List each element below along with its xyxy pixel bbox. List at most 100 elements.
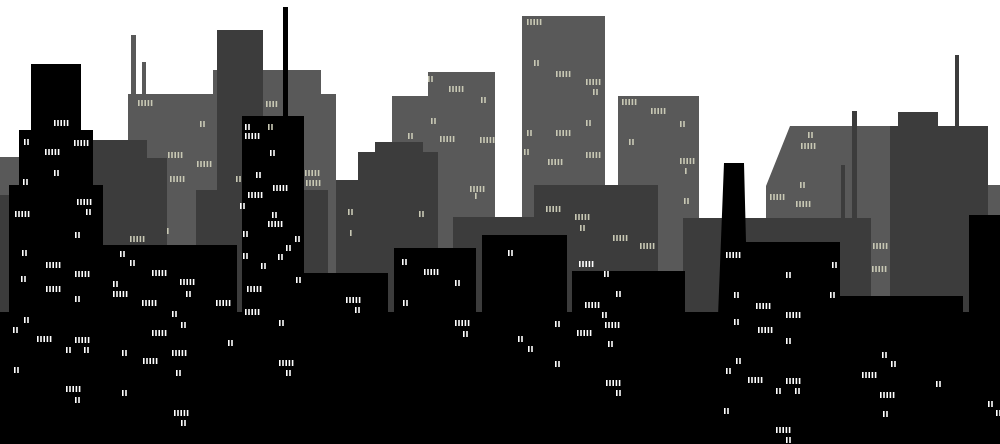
- window-light: [248, 124, 250, 130]
- window-light: [602, 312, 604, 318]
- window-light: [548, 159, 550, 165]
- window-light: [305, 170, 307, 176]
- window-light: [549, 206, 551, 212]
- window-light: [285, 185, 288, 191]
- window-light: [15, 211, 17, 217]
- window-light: [533, 19, 535, 25]
- window-light: [184, 350, 187, 356]
- window-light: [246, 253, 248, 259]
- window-light: [89, 209, 91, 215]
- window-light: [779, 194, 782, 200]
- window-light: [591, 302, 593, 308]
- window-light: [178, 350, 180, 356]
- window-light: [209, 161, 212, 167]
- window-light: [592, 79, 594, 85]
- window-light: [608, 322, 610, 328]
- window-light: [75, 271, 77, 277]
- window-light: [120, 251, 122, 257]
- window-light: [269, 101, 271, 107]
- window-light: [988, 401, 990, 407]
- window-light: [651, 108, 653, 114]
- window-light: [779, 388, 781, 394]
- window-light: [565, 130, 568, 136]
- window-light: [138, 100, 140, 106]
- near-windows-layer: [13, 120, 1000, 443]
- window-light: [177, 152, 180, 158]
- window-light: [615, 380, 618, 386]
- window-light: [174, 152, 176, 158]
- window-light: [939, 381, 941, 387]
- window-light: [789, 437, 791, 443]
- window-light: [862, 372, 864, 378]
- window-light: [158, 270, 160, 276]
- window-light: [250, 286, 252, 292]
- window-light: [807, 143, 809, 149]
- window-light: [43, 336, 45, 342]
- window-light: [583, 330, 585, 336]
- window-light: [277, 221, 280, 227]
- window-light: [408, 133, 410, 139]
- window-light: [113, 281, 115, 287]
- window-light: [83, 140, 86, 146]
- window-light: [568, 130, 571, 136]
- window-light: [358, 297, 361, 303]
- window-light: [164, 330, 167, 336]
- window-light: [280, 221, 283, 227]
- window-light: [282, 185, 285, 191]
- window-light: [773, 194, 775, 200]
- window-light: [537, 60, 539, 66]
- window-light: [589, 152, 591, 158]
- window-light: [23, 179, 25, 185]
- window-light: [575, 214, 577, 220]
- window-light: [25, 250, 27, 256]
- window-light: [228, 340, 230, 346]
- window-light: [832, 262, 834, 268]
- window-light: [786, 272, 788, 278]
- window-light: [288, 360, 291, 366]
- window-light: [144, 100, 146, 106]
- window-light: [616, 390, 618, 396]
- window-light: [155, 270, 157, 276]
- window-light: [649, 243, 652, 249]
- window-light: [55, 262, 58, 268]
- window-light: [268, 124, 270, 130]
- window-light: [183, 410, 186, 416]
- window-light: [810, 143, 813, 149]
- window-light: [734, 292, 736, 298]
- window-light: [259, 172, 261, 178]
- window-light: [452, 136, 455, 142]
- window-light: [151, 300, 154, 306]
- window-light: [314, 170, 317, 176]
- window-light: [611, 322, 613, 328]
- window-light: [282, 320, 284, 326]
- window-light: [876, 243, 878, 249]
- window-light: [646, 243, 648, 249]
- window-light: [18, 211, 20, 217]
- window-light: [175, 350, 177, 356]
- window-light: [604, 271, 606, 277]
- window-light: [264, 263, 266, 269]
- window-light: [724, 408, 726, 414]
- window-light: [248, 309, 250, 315]
- window-light: [282, 360, 284, 366]
- window-light: [78, 386, 81, 392]
- window-light: [436, 269, 439, 275]
- window-light: [431, 118, 433, 124]
- window-light: [289, 370, 291, 376]
- window-light: [352, 297, 354, 303]
- window-light: [75, 232, 77, 238]
- window-light: [275, 212, 277, 218]
- window-light: [756, 303, 758, 309]
- window-light: [886, 392, 888, 398]
- window-light: [556, 71, 558, 77]
- window-light: [882, 243, 885, 249]
- window-light: [776, 194, 778, 200]
- window-light: [611, 341, 613, 347]
- window-light: [13, 327, 15, 333]
- window-light: [767, 327, 770, 333]
- window-light: [182, 176, 185, 182]
- window-light: [608, 341, 610, 347]
- window-light: [884, 266, 887, 272]
- window-light: [609, 380, 611, 386]
- window-light: [122, 291, 125, 297]
